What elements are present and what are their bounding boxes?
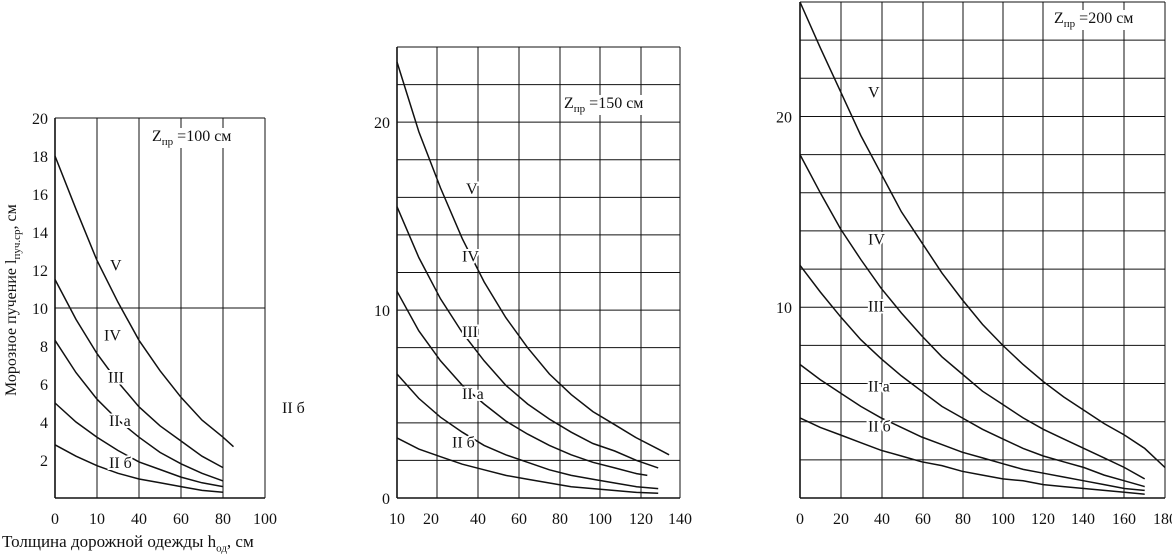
x-tick-label: 120 bbox=[1031, 511, 1055, 528]
series-curve bbox=[54, 444, 224, 494]
y-tick-label: 10 bbox=[32, 301, 48, 318]
series-label: II а bbox=[109, 413, 131, 430]
series-label: II а bbox=[462, 386, 484, 403]
x-tick-label: 160 bbox=[1112, 511, 1136, 528]
chart-3-title: Zпр =200 см bbox=[1054, 10, 1134, 31]
y-tick-label: 0 bbox=[382, 491, 390, 508]
series-label: IV bbox=[462, 249, 479, 266]
x-axis-label: Толщина дорожной одежды hод, см bbox=[2, 532, 254, 555]
x-tick-label: 40 bbox=[470, 511, 486, 528]
series-label: III bbox=[868, 298, 884, 315]
x-tick-label: 0 bbox=[796, 511, 804, 528]
series-label: IV bbox=[104, 328, 121, 345]
series-curve bbox=[54, 155, 235, 448]
y-tick-label: 4 bbox=[40, 415, 48, 432]
y-tick-label: 20 bbox=[776, 109, 792, 126]
x-tick-label: 100 bbox=[588, 511, 612, 528]
y-tick-label: 6 bbox=[40, 377, 48, 394]
x-tick-label: 20 bbox=[833, 511, 849, 528]
series-label: V bbox=[466, 181, 478, 198]
series-label: IV bbox=[868, 232, 885, 249]
x-tick-label: 60 bbox=[511, 511, 527, 528]
x-tick-label: 20 bbox=[423, 511, 439, 528]
x-tick-label: 100 bbox=[991, 511, 1015, 528]
x-tick-label: 80 bbox=[215, 511, 231, 528]
series-curve bbox=[799, 417, 1145, 495]
series-label: II б bbox=[868, 419, 891, 436]
x-tick-label: 80 bbox=[552, 511, 568, 528]
chart-2-title: Zпр =150 см bbox=[564, 95, 644, 116]
x-tick-label: 180 bbox=[1153, 511, 1172, 528]
x-tick-label: 40 bbox=[131, 511, 147, 528]
y-tick-label: 14 bbox=[32, 225, 48, 242]
series-curve bbox=[54, 402, 224, 488]
series-label: II б bbox=[452, 435, 475, 452]
x-tick-label: 140 bbox=[668, 511, 692, 528]
y-tick-label: 18 bbox=[32, 149, 48, 166]
y-tick-label: 20 bbox=[32, 111, 48, 128]
y-tick-label: 10 bbox=[374, 303, 390, 320]
y-tick-label: 16 bbox=[32, 187, 48, 204]
series-label: V bbox=[110, 257, 122, 274]
series-curve bbox=[799, 1, 1166, 469]
x-tick-label: 40 bbox=[874, 511, 890, 528]
series-curve bbox=[396, 437, 659, 495]
series-label: III bbox=[108, 369, 124, 386]
series-label: V bbox=[868, 85, 880, 102]
y-tick-label: 12 bbox=[32, 263, 48, 280]
x-tick-label: 10 bbox=[89, 511, 105, 528]
x-tick-label: 0 bbox=[51, 511, 59, 528]
series-label: III bbox=[462, 324, 478, 341]
x-tick-label: 60 bbox=[173, 511, 189, 528]
series-label: II а bbox=[868, 378, 890, 395]
x-tick-label: 80 bbox=[955, 511, 971, 528]
series-curve bbox=[396, 290, 648, 477]
series-curve bbox=[799, 154, 1146, 480]
series-curve bbox=[396, 373, 659, 490]
series-curve bbox=[396, 206, 659, 469]
series-curve bbox=[396, 61, 670, 456]
y-tick-label: 8 bbox=[40, 339, 48, 356]
x-tick-label: 100 bbox=[253, 511, 277, 528]
series-curve bbox=[54, 279, 224, 469]
x-tick-label: 120 bbox=[629, 511, 653, 528]
y-tick-label: 2 bbox=[40, 453, 48, 470]
series-label: II б bbox=[109, 455, 132, 472]
chart-1-title: Zпр =100 см bbox=[152, 128, 232, 149]
x-tick-label: 140 bbox=[1071, 511, 1095, 528]
y-tick-label: 10 bbox=[776, 300, 792, 317]
y-axis-label: Морозное пучение lпуч.ср, см bbox=[2, 204, 24, 396]
stray-curve-label: II б bbox=[282, 400, 305, 417]
series-curve bbox=[54, 339, 224, 482]
series-curve bbox=[799, 363, 1145, 492]
x-tick-label: 10 bbox=[389, 511, 405, 528]
series-curve bbox=[799, 264, 1145, 488]
x-tick-label: 60 bbox=[915, 511, 931, 528]
y-tick-label: 20 bbox=[374, 115, 390, 132]
